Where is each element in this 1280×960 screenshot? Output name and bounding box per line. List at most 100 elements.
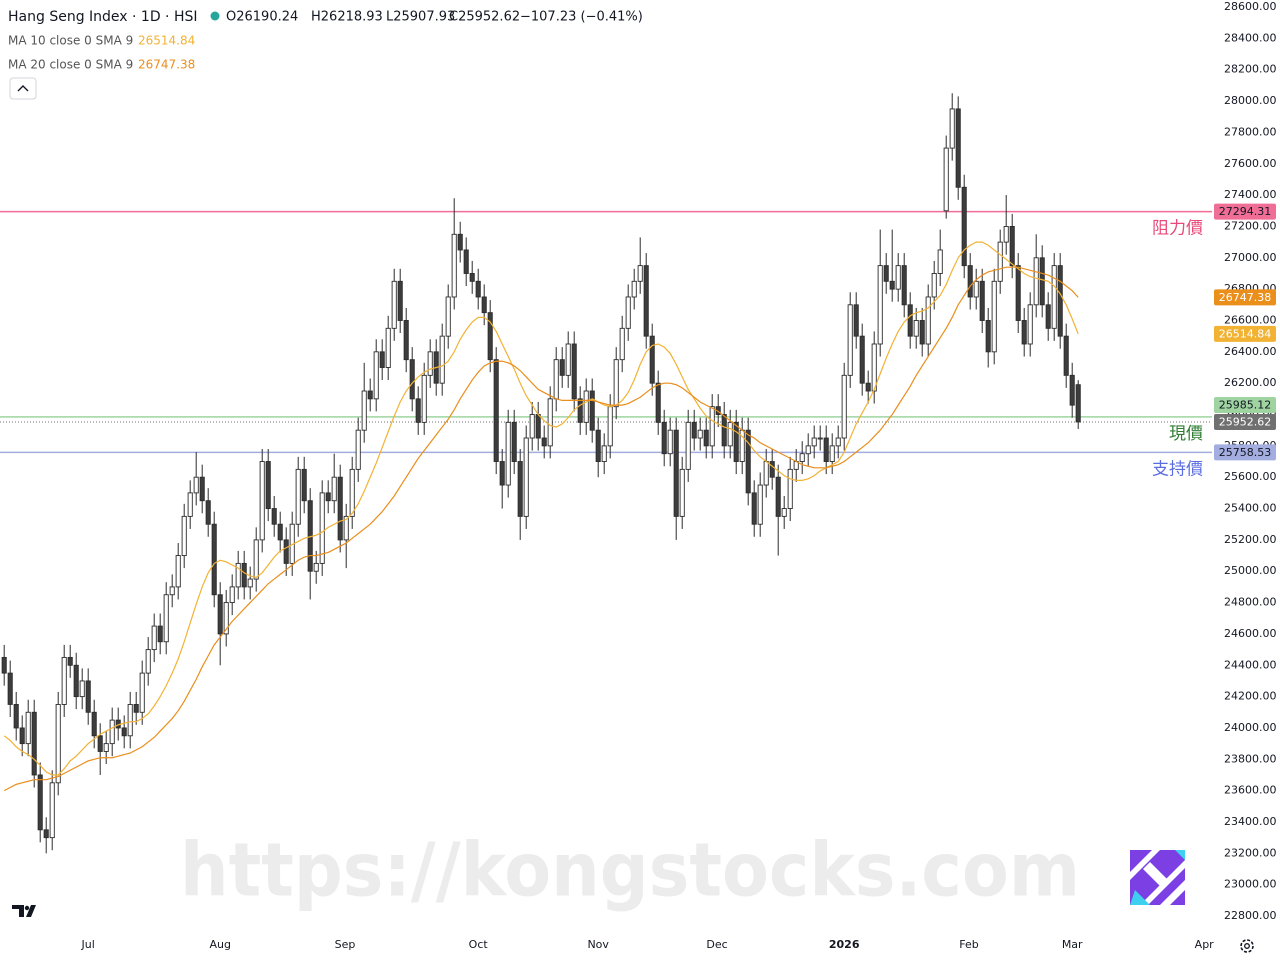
candle-body <box>751 492 757 525</box>
y-tick-label: 25200.00 <box>1224 533 1277 546</box>
candle-body <box>169 586 175 596</box>
candle-body <box>901 265 907 306</box>
x-tick-label: Sep <box>335 938 356 951</box>
candle-body <box>151 625 157 651</box>
candle-body <box>979 280 985 321</box>
candle-body <box>697 429 703 439</box>
candle-body <box>421 374 427 423</box>
candle-body <box>553 359 559 400</box>
candle-body <box>205 500 211 525</box>
candle-body <box>43 829 49 839</box>
price-tag-label: 26514.84 <box>1219 327 1272 340</box>
tradingview-logo <box>12 905 36 917</box>
candle-body <box>625 296 631 329</box>
candle-body <box>763 461 769 486</box>
candle-body <box>217 594 223 635</box>
candles <box>1 93 1081 854</box>
x-tick-label: Feb <box>959 938 978 951</box>
candle-body <box>1027 304 1033 345</box>
candle-body <box>703 429 709 447</box>
candle-body <box>367 390 373 400</box>
x-tick-label: Aug <box>209 938 230 951</box>
candle-body <box>133 703 139 713</box>
candle-body <box>877 265 883 345</box>
candle-body <box>607 406 613 447</box>
candle-body <box>211 523 217 596</box>
candle-body <box>511 421 517 462</box>
x-tick-label: 2026 <box>829 938 860 951</box>
candle-body <box>157 625 163 643</box>
candle-body <box>817 437 823 440</box>
candle-body <box>385 327 391 368</box>
price-tag <box>1214 413 1276 430</box>
price-tag-label: 25758.53 <box>1219 446 1272 459</box>
candle-body <box>919 320 925 345</box>
candle-body <box>997 241 1003 282</box>
settings-button[interactable] <box>1240 939 1254 953</box>
candle-body <box>871 343 877 392</box>
legend-value: 26747.38 <box>138 58 195 72</box>
y-tick-label: 27600.00 <box>1224 157 1277 170</box>
candle-body <box>109 719 115 745</box>
y-tick-label: 26600.00 <box>1224 313 1277 326</box>
candle-body <box>1015 265 1021 321</box>
y-tick-label: 23000.00 <box>1224 878 1277 891</box>
candle-body <box>1069 374 1075 406</box>
candle-body <box>955 108 961 188</box>
candle-body <box>337 476 343 541</box>
candle-body <box>13 703 19 729</box>
line-label: 現價 <box>1169 424 1203 444</box>
candle-body <box>313 562 319 572</box>
candle-body <box>949 108 955 149</box>
candle-body <box>181 515 187 557</box>
line-label: 支持價 <box>1152 459 1203 479</box>
candle-body <box>523 437 529 517</box>
collapse-button[interactable] <box>9 77 37 100</box>
candle-body <box>655 382 661 423</box>
candle-body <box>985 320 991 353</box>
candle-body <box>859 335 865 384</box>
candle-body <box>37 774 43 831</box>
candle-body <box>565 343 571 376</box>
x-tick-label: Oct <box>469 938 489 951</box>
x-tick-label: Dec <box>706 938 727 951</box>
x-tick-label: Nov <box>587 938 609 951</box>
candle-body <box>319 492 325 564</box>
y-tick-label: 24200.00 <box>1224 690 1277 703</box>
candle-body <box>271 508 277 525</box>
candle-body <box>757 484 763 525</box>
candle-body <box>277 523 283 541</box>
candle-body <box>1057 265 1063 337</box>
candle-body <box>7 672 13 705</box>
candle-body <box>229 586 235 604</box>
candle-body <box>925 296 931 345</box>
x-tick-label: Mar <box>1062 938 1083 951</box>
candle-body <box>1033 257 1039 306</box>
line-label: 阻力價 <box>1152 219 1203 239</box>
candle-body <box>535 414 541 439</box>
candle-body <box>25 711 31 745</box>
candle-body <box>445 296 451 337</box>
candle-body <box>49 782 55 839</box>
ohlc-open: O26190.24 <box>226 10 298 25</box>
candle-body <box>457 233 463 251</box>
y-tick-label: 26200.00 <box>1224 376 1277 389</box>
price-tag-label: 25952.62 <box>1219 415 1272 428</box>
candle-body <box>571 343 577 400</box>
candle-body <box>487 312 493 361</box>
candle-body <box>199 476 205 502</box>
candle-body <box>415 398 421 423</box>
candle-body <box>733 421 739 462</box>
candle-body <box>343 515 349 541</box>
candle-body <box>559 359 565 376</box>
candle-body <box>1 656 7 674</box>
candle-body <box>1045 304 1051 329</box>
watermark: https://kongstocks.com <box>180 828 1080 914</box>
candle-body <box>103 743 109 752</box>
candle-body <box>301 468 307 502</box>
y-tick-label: 27800.00 <box>1224 125 1277 138</box>
candle-body <box>889 280 895 290</box>
price-tag-label: 25985.12 <box>1219 398 1272 411</box>
y-tick-label: 25000.00 <box>1224 564 1277 577</box>
candle-body <box>253 539 259 580</box>
